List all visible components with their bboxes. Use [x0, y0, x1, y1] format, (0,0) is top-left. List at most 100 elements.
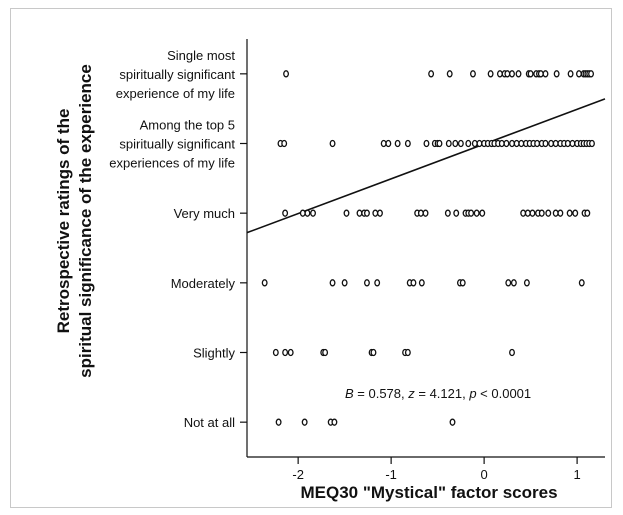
data-point — [329, 279, 336, 287]
data-point — [428, 70, 435, 78]
data-point — [281, 139, 288, 148]
data-point — [553, 70, 560, 78]
data-point — [572, 209, 579, 217]
data-point — [578, 279, 585, 287]
annotation-b-value: = 0.578, — [354, 386, 409, 401]
data-point — [465, 139, 472, 148]
data-point — [404, 348, 411, 357]
data-point — [423, 139, 430, 148]
data-point — [275, 418, 282, 426]
data-point — [509, 70, 515, 78]
data-point — [589, 139, 595, 148]
data-point — [537, 70, 544, 78]
y-tick-label: Among the top 5 spiritually significant ex… — [109, 118, 235, 171]
data-point — [331, 418, 338, 426]
y-tick-label-line: spiritually significant — [119, 67, 235, 82]
data-point — [449, 418, 456, 426]
data-point — [473, 209, 480, 217]
scatter-chart: Not at all Slightly Moderately Very much Amo… — [54, 39, 606, 502]
x-axis-ticks: -2 -1 0 1 — [292, 457, 581, 482]
data-point — [283, 70, 290, 78]
annotation-p-value: < 0.0001 — [477, 386, 532, 401]
data-point — [385, 139, 392, 148]
data-point — [529, 209, 536, 217]
data-point — [505, 279, 512, 287]
data-point — [468, 209, 475, 217]
data-point — [509, 139, 515, 148]
data-point — [498, 139, 505, 148]
y-tick-label-line: Among the top 5 — [140, 118, 235, 133]
data-point — [552, 139, 559, 148]
data-point — [394, 139, 401, 148]
data-point — [322, 348, 329, 357]
data-point — [518, 139, 525, 148]
y-axis-title-line: Retrospective ratings of the — [54, 109, 73, 334]
data-point — [272, 348, 279, 357]
data-point — [576, 70, 582, 78]
data-point — [527, 70, 534, 78]
data-point — [476, 139, 483, 148]
data-point — [510, 279, 517, 287]
data-point — [567, 70, 574, 78]
data-point — [282, 348, 289, 357]
data-point — [545, 209, 552, 217]
chart-frame: Not at all Slightly Moderately Very much Amo… — [10, 8, 612, 508]
y-tick-label: Slightly — [193, 346, 235, 361]
data-point — [343, 209, 350, 217]
annotation-p-label: p — [468, 386, 476, 401]
data-point — [542, 70, 549, 78]
data-point — [588, 70, 595, 78]
data-point — [479, 209, 486, 217]
data-point — [364, 209, 370, 217]
data-points — [261, 70, 595, 426]
data-point — [299, 209, 306, 217]
data-point — [496, 70, 503, 78]
data-point — [341, 279, 348, 287]
y-tick-label: Single most spiritually significant experi… — [116, 48, 236, 101]
y-tick-label-line: Single most — [167, 48, 235, 63]
data-point — [552, 209, 559, 217]
regression-annotation: B = 0.578, z = 4.121, p < 0.0001 — [345, 386, 531, 401]
y-tick-label-line: Moderately — [171, 276, 236, 291]
data-point — [436, 139, 443, 148]
data-point — [282, 209, 289, 217]
data-point — [538, 209, 545, 217]
data-point — [445, 139, 452, 148]
data-point — [446, 70, 453, 78]
data-point — [534, 139, 541, 148]
data-point — [417, 209, 424, 217]
data-point — [457, 139, 464, 148]
data-point — [301, 418, 308, 426]
data-point — [503, 139, 510, 148]
data-point — [372, 209, 379, 217]
y-axis-title-text: Retrospective ratings of the spiritual si… — [54, 64, 95, 378]
data-point — [418, 279, 425, 287]
y-tick-label: Not at all — [184, 415, 235, 430]
data-point — [459, 279, 466, 287]
y-tick-label: Very much — [174, 206, 235, 221]
y-tick-label-line: Slightly — [193, 346, 235, 361]
data-point — [523, 279, 530, 287]
data-point — [410, 279, 417, 287]
data-point — [310, 209, 316, 217]
data-point — [444, 209, 451, 217]
x-tick-label: -2 — [292, 467, 304, 482]
y-tick-label-line: experience of my life — [116, 86, 235, 101]
data-point — [542, 139, 549, 148]
y-tick-label-line: experiences of my life — [109, 156, 235, 171]
annotation-z-value: = 4.121, — [415, 386, 470, 401]
y-tick-label: Moderately — [171, 276, 236, 291]
x-tick-label: -1 — [385, 467, 397, 482]
data-point — [422, 209, 429, 217]
y-axis-title: Retrospective ratings of the spiritual si… — [54, 64, 95, 378]
data-point — [377, 209, 383, 217]
data-point — [356, 209, 363, 217]
annotation-b-label: B — [345, 386, 354, 401]
data-point — [513, 139, 520, 148]
y-axis-title-line: spiritual significance of the experience — [76, 64, 95, 378]
data-point — [471, 139, 478, 148]
y-axis-ticks: Not at all Slightly Moderately Very much Amo… — [109, 48, 247, 430]
data-point — [515, 70, 522, 78]
data-point — [548, 139, 555, 148]
data-point — [504, 70, 511, 78]
